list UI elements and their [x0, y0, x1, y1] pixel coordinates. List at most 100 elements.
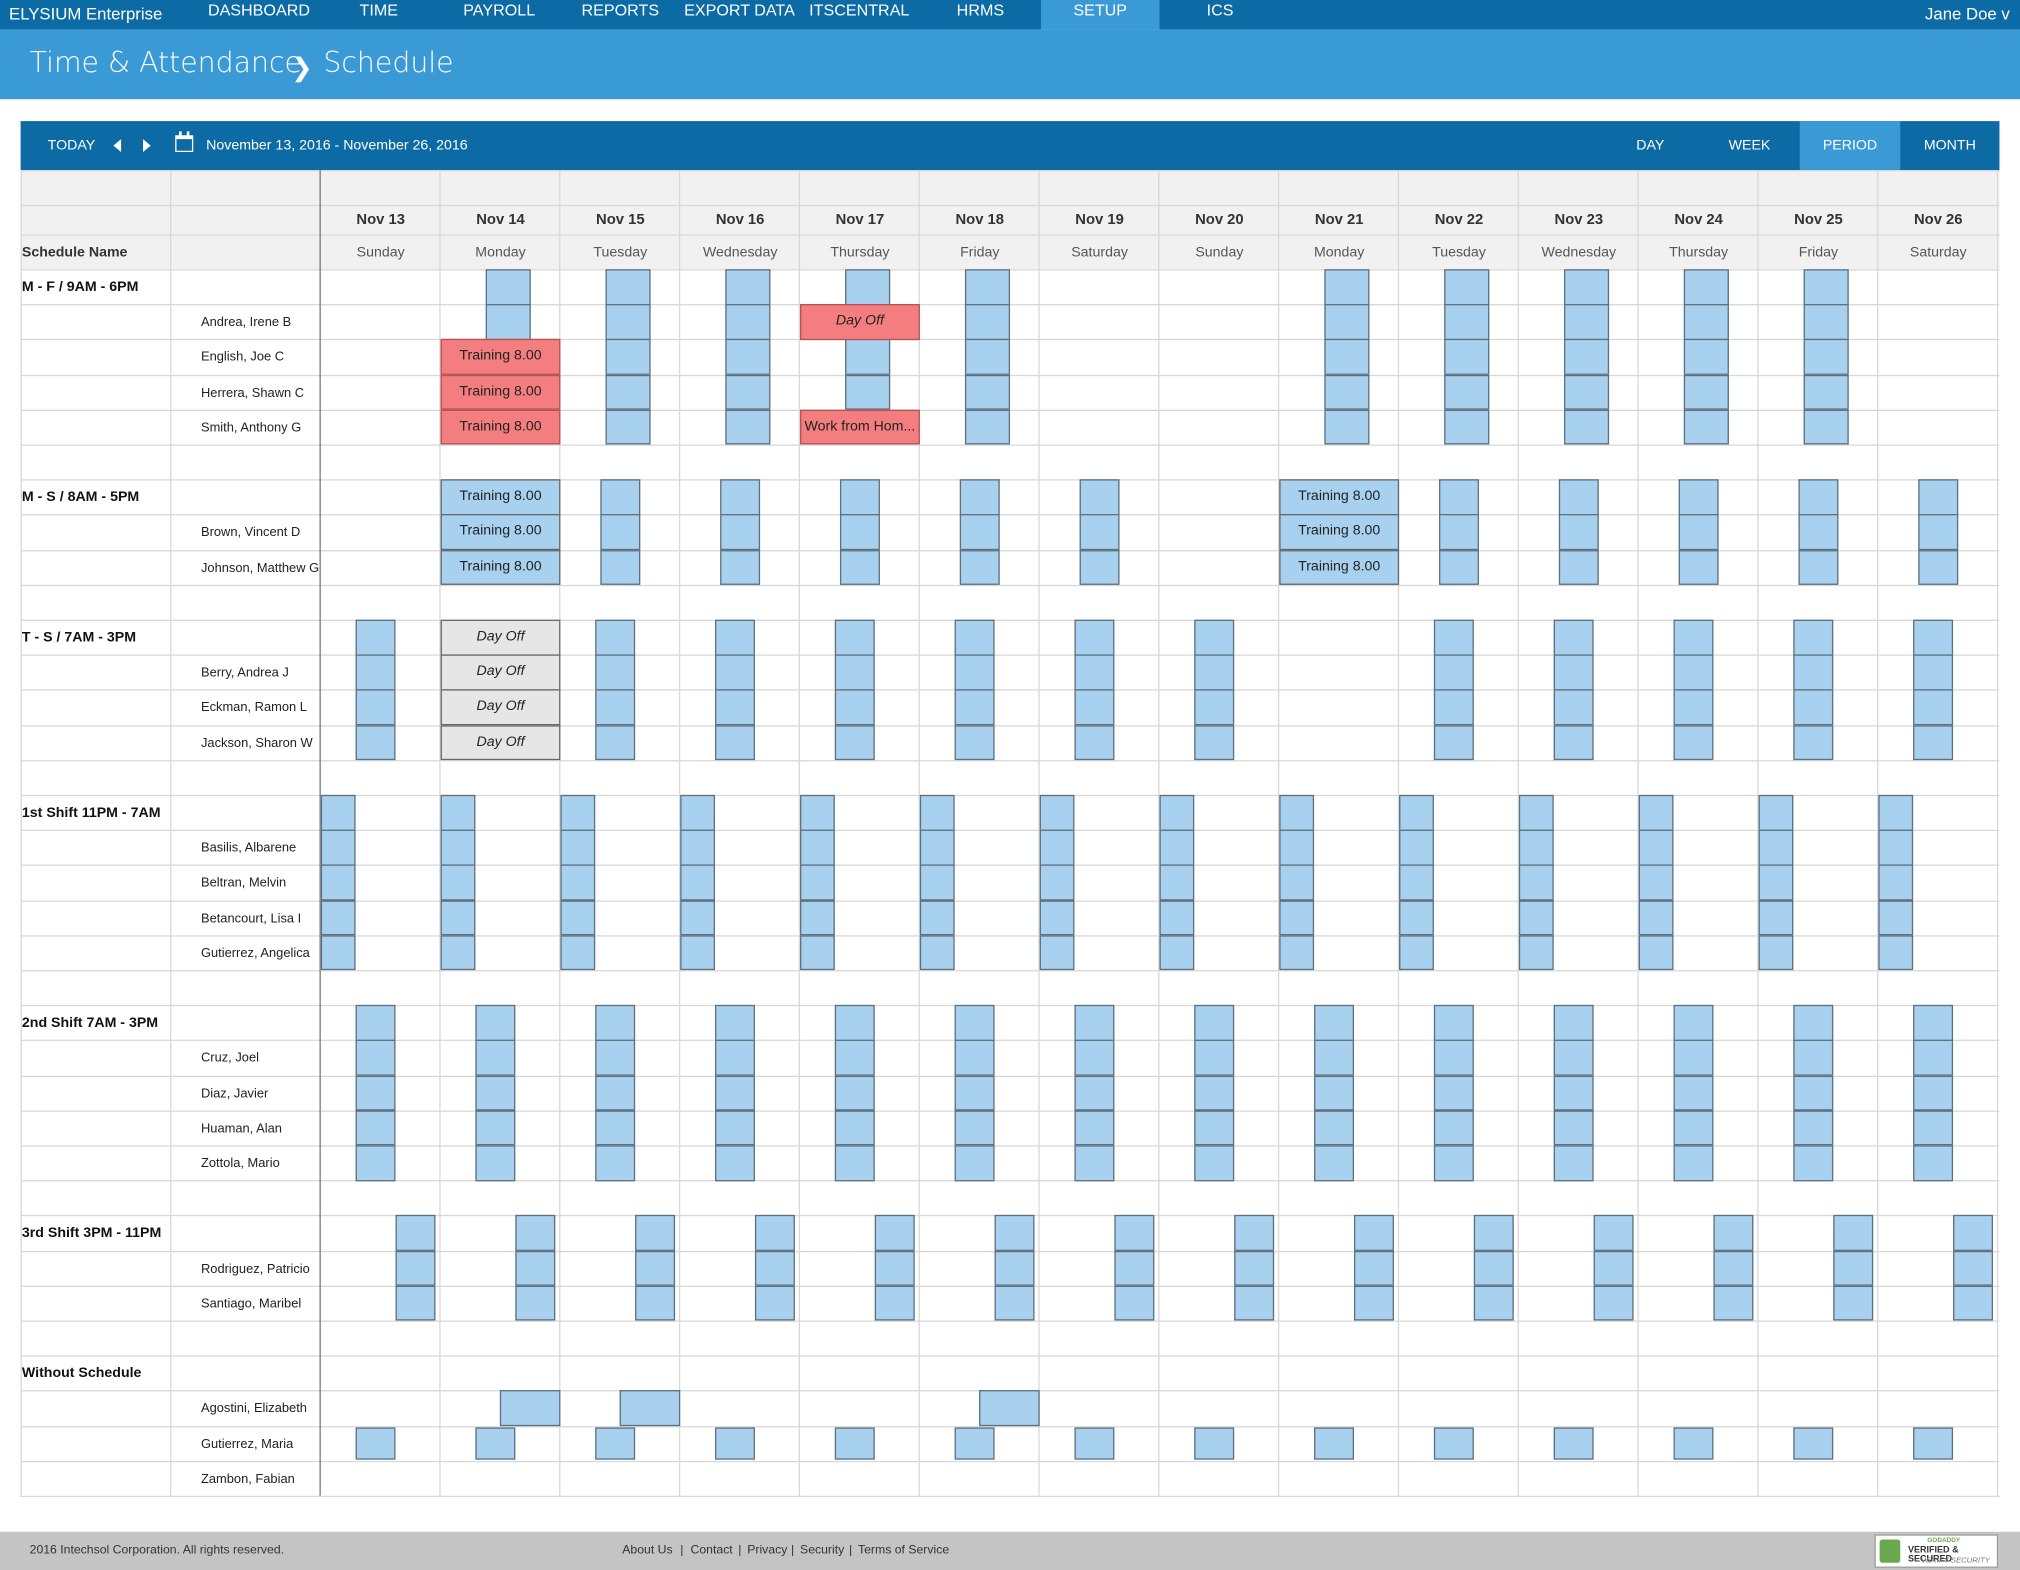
shift-block[interactable]: [1553, 1075, 1594, 1111]
shift-block[interactable]: [834, 619, 875, 656]
footer-link-security[interactable]: Security: [800, 1543, 845, 1558]
shift-block[interactable]: [1878, 864, 1914, 901]
shift-block[interactable]: [874, 1250, 915, 1286]
shift-block[interactable]: [834, 1110, 875, 1146]
shift-block[interactable]: [1683, 339, 1729, 375]
shift-block[interactable]: [1673, 1145, 1714, 1181]
shift-block[interactable]: [1918, 514, 1959, 551]
shift-block[interactable]: [919, 829, 955, 866]
shift-block[interactable]: [839, 549, 880, 586]
shift-block[interactable]: [475, 1005, 516, 1041]
shift-block[interactable]: [1354, 1285, 1394, 1322]
shift-block[interactable]: [754, 1215, 795, 1251]
employee-name[interactable]: Agostini, Elizabeth: [200, 1402, 307, 1417]
shift-block[interactable]: [720, 549, 761, 586]
shift-block[interactable]: [485, 304, 531, 340]
shift-block[interactable]: [515, 1285, 556, 1322]
shift-block[interactable]: [954, 1040, 995, 1076]
shift-block[interactable]: [1324, 339, 1370, 375]
shift-block[interactable]: [1039, 935, 1075, 971]
employee-name[interactable]: Andrea, Irene B: [200, 315, 292, 331]
shift-block[interactable]: [919, 794, 955, 831]
shift-block[interactable]: [595, 724, 636, 761]
shift-block[interactable]: [845, 374, 891, 410]
shift-block[interactable]: [720, 479, 761, 516]
shift-block[interactable]: [959, 549, 1000, 586]
shift-block[interactable]: [1444, 339, 1490, 375]
shift-block[interactable]: [715, 654, 755, 691]
shift-block[interactable]: [440, 794, 476, 831]
shift-block[interactable]: [680, 794, 716, 831]
employee-name[interactable]: Diaz, Javier: [200, 1086, 269, 1101]
shift-block[interactable]: [874, 1285, 915, 1322]
nav-hrms[interactable]: HRMS: [956, 1, 1005, 20]
shift-block[interactable]: [754, 1285, 795, 1322]
shift-block[interactable]: [1803, 304, 1849, 340]
shift-block[interactable]: [1279, 899, 1315, 936]
schedule-event[interactable]: Day Off: [440, 654, 561, 691]
shift-block[interactable]: [715, 619, 755, 656]
shift-block[interactable]: [560, 899, 596, 936]
shift-block[interactable]: [1354, 1215, 1394, 1251]
shift-block[interactable]: [1473, 1250, 1514, 1286]
shift-block[interactable]: [475, 1145, 516, 1181]
shift-block[interactable]: [1673, 1426, 1714, 1460]
shift-block[interactable]: [1074, 1040, 1115, 1076]
shift-block[interactable]: [320, 899, 356, 936]
shift-block[interactable]: [1039, 829, 1075, 866]
employee-name[interactable]: Johnson, Matthew G: [200, 561, 320, 576]
shift-block[interactable]: [1833, 1250, 1874, 1286]
shift-block[interactable]: [715, 1110, 755, 1146]
view-week-button[interactable]: WEEK: [1728, 137, 1771, 154]
employee-name[interactable]: English, Joe C: [200, 350, 285, 366]
shift-block[interactable]: [1673, 1075, 1714, 1111]
shift-block[interactable]: [560, 935, 596, 971]
shift-block[interactable]: [1713, 1285, 1754, 1322]
shift-block[interactable]: [1878, 899, 1914, 936]
shift-block[interactable]: [1678, 549, 1719, 586]
shift-block[interactable]: [1074, 1075, 1115, 1111]
shift-block[interactable]: [834, 1426, 875, 1460]
footer-link-contact[interactable]: Contact: [690, 1543, 733, 1558]
shift-block[interactable]: [1878, 794, 1914, 831]
shift-block[interactable]: [1553, 654, 1594, 691]
schedule-group-label[interactable]: M - S / 8AM - 5PM: [21, 489, 140, 506]
shift-block[interactable]: [1399, 935, 1434, 971]
shift-block[interactable]: [919, 864, 955, 901]
shift-block[interactable]: [1314, 1110, 1355, 1146]
shift-block[interactable]: [964, 269, 1011, 305]
shift-block[interactable]: [1518, 899, 1554, 936]
shift-block[interactable]: [1473, 1285, 1514, 1322]
shift-block[interactable]: [1194, 689, 1235, 726]
shift-block[interactable]: [1279, 829, 1315, 866]
shift-block[interactable]: [1444, 269, 1490, 305]
shift-block[interactable]: [1553, 619, 1594, 656]
shift-block[interactable]: [1234, 1215, 1275, 1251]
shift-block[interactable]: [605, 304, 651, 340]
employee-name[interactable]: Cruz, Joel: [200, 1051, 259, 1066]
shift-block[interactable]: [1433, 1426, 1474, 1460]
shift-block[interactable]: [959, 514, 1000, 551]
shift-block[interactable]: [595, 1110, 636, 1146]
shift-block[interactable]: [515, 1250, 556, 1286]
shift-block[interactable]: [954, 1426, 995, 1460]
shift-block[interactable]: [1913, 619, 1954, 656]
calendar-icon[interactable]: [175, 131, 194, 153]
shift-block[interactable]: [1074, 1005, 1115, 1041]
shift-block[interactable]: [1638, 794, 1674, 831]
shift-block[interactable]: [395, 1285, 436, 1322]
shift-block[interactable]: [1074, 654, 1115, 691]
shift-block[interactable]: [1803, 409, 1849, 445]
shift-block[interactable]: [1563, 339, 1610, 375]
shift-block[interactable]: [994, 1285, 1035, 1322]
employee-name[interactable]: Rodriguez, Patricio: [200, 1262, 310, 1277]
shift-block[interactable]: [595, 654, 636, 691]
shift-block[interactable]: [834, 689, 875, 726]
shift-block[interactable]: [485, 269, 531, 305]
shift-block[interactable]: [800, 864, 835, 901]
shift-block[interactable]: [355, 1426, 396, 1460]
schedule-event[interactable]: Training 8.00: [440, 479, 561, 516]
shift-block[interactable]: [1279, 935, 1315, 971]
nav-time[interactable]: TIME: [359, 1, 398, 20]
shift-block[interactable]: [834, 1005, 875, 1041]
